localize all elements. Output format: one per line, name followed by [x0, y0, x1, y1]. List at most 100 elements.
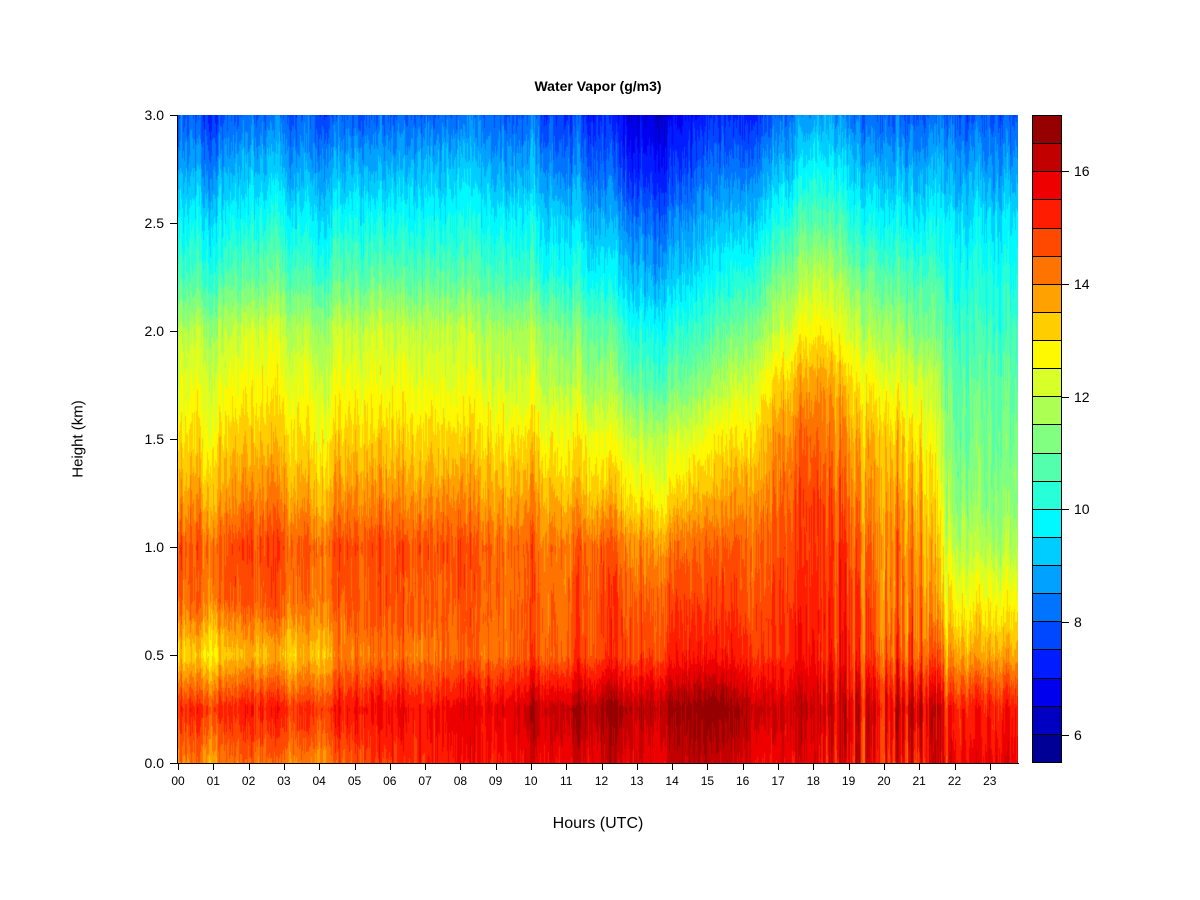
colorbar-block [1033, 284, 1061, 313]
x-tick-mark [460, 763, 462, 770]
x-tick-mark [672, 763, 674, 770]
x-tick-label: 20 [877, 774, 891, 788]
colorbar-block [1033, 481, 1061, 510]
x-tick-mark [636, 763, 638, 770]
x-tick-label: 00 [171, 774, 185, 788]
heatmap-canvas [178, 115, 1018, 763]
colorbar [1032, 115, 1062, 763]
x-tick-label: 05 [347, 774, 362, 788]
colorbar-block [1033, 453, 1061, 482]
colorbar-block [1033, 509, 1061, 538]
colorbar-tick-mark [1062, 622, 1069, 624]
y-tick-mark [170, 655, 178, 656]
x-tick-label: 12 [594, 774, 609, 788]
colorbar-tick-label: 14 [1074, 276, 1090, 292]
colorbar-tick-label: 12 [1074, 388, 1090, 405]
x-tick-mark [813, 763, 815, 770]
colorbar-block [1033, 144, 1061, 173]
x-tick-label: 21 [912, 774, 926, 788]
x-tick-mark [283, 763, 285, 770]
colorbar-block [1033, 172, 1061, 201]
x-tick-mark [989, 763, 991, 770]
colorbar-tick-label: 10 [1074, 501, 1090, 518]
colorbar-block [1033, 200, 1061, 229]
x-tick-label: 06 [383, 774, 397, 788]
x-tick-mark [530, 763, 532, 770]
x-tick-mark [178, 763, 179, 770]
colorbar-block [1033, 397, 1061, 426]
x-axis-line [177, 763, 1019, 764]
y-tick-mark [170, 331, 178, 332]
chart-title: Water Vapor (g/m3) [534, 78, 662, 94]
x-axis-label: Hours (UTC) [552, 815, 644, 832]
x-tick-label: 04 [312, 774, 326, 788]
colorbar-tick-mark [1062, 734, 1069, 736]
colorbar-block [1033, 537, 1061, 566]
y-tick-label: 1.5 [144, 431, 164, 447]
x-tick-label: 01 [206, 774, 220, 788]
colorbar-block [1033, 116, 1061, 145]
y-tick-mark [170, 547, 178, 548]
x-tick-label: 15 [700, 774, 715, 788]
x-tick-mark [742, 763, 744, 770]
x-tick-label: 11 [559, 774, 573, 788]
x-tick-label: 02 [241, 774, 256, 788]
colorbar-block [1033, 678, 1061, 707]
x-tick-label: 18 [806, 774, 820, 788]
x-tick-mark [707, 763, 709, 770]
y-tick-label: 2.0 [144, 323, 164, 339]
colorbar-block [1033, 256, 1061, 285]
x-tick-mark [954, 763, 956, 770]
y-tick-label: 2.5 [144, 215, 164, 231]
colorbar-tick-label: 16 [1074, 163, 1090, 180]
x-tick-label: 22 [947, 774, 962, 788]
y-tick-mark [170, 439, 178, 440]
colorbar-tick-label: 6 [1074, 726, 1082, 743]
x-tick-label: 07 [418, 774, 432, 788]
colorbar-block [1033, 228, 1061, 257]
colorbar-tick-mark [1062, 396, 1069, 398]
colorbar-tick-label: 8 [1074, 614, 1082, 631]
x-tick-label: 23 [983, 774, 997, 788]
x-tick-mark [425, 763, 427, 770]
x-tick-mark [495, 763, 497, 770]
x-tick-mark [848, 763, 850, 770]
colorbar-block [1033, 734, 1061, 762]
colorbar-tick-mark [1062, 284, 1069, 285]
y-tick-mark [170, 115, 178, 116]
x-tick-mark [319, 763, 321, 770]
x-tick-label: 10 [524, 774, 538, 788]
x-tick-mark [919, 763, 921, 770]
y-tick-label: 0.0 [144, 755, 164, 771]
x-tick-label: 08 [453, 774, 468, 788]
colorbar-block [1033, 425, 1061, 454]
y-axis-label: Height (km) [69, 400, 87, 478]
x-tick-mark [389, 763, 391, 770]
colorbar-block [1033, 566, 1061, 595]
colorbar-block [1033, 594, 1061, 623]
x-tick-mark [778, 763, 779, 770]
colorbar-tick-mark [1062, 509, 1069, 511]
colorbar-tick-mark [1062, 171, 1069, 173]
x-tick-mark [354, 763, 356, 770]
colorbar-block [1033, 341, 1061, 370]
x-tick-label: 17 [771, 774, 785, 788]
colorbar-block [1033, 312, 1061, 341]
y-tick-label: 3.0 [144, 107, 164, 123]
colorbar-block [1033, 706, 1061, 735]
y-tick-label: 1.0 [144, 539, 164, 555]
x-tick-label: 13 [630, 774, 644, 788]
y-tick-label: 0.5 [144, 647, 164, 663]
x-tick-mark [883, 763, 885, 770]
colorbar-block [1033, 369, 1061, 398]
x-tick-mark [213, 763, 215, 770]
y-tick-mark [170, 763, 178, 764]
x-tick-label: 09 [488, 774, 503, 788]
x-tick-label: 14 [665, 774, 679, 788]
colorbar-block [1033, 622, 1061, 651]
x-tick-mark [248, 763, 250, 770]
y-tick-mark [170, 223, 178, 224]
x-tick-label: 16 [736, 774, 750, 788]
x-tick-label: 03 [277, 774, 291, 788]
